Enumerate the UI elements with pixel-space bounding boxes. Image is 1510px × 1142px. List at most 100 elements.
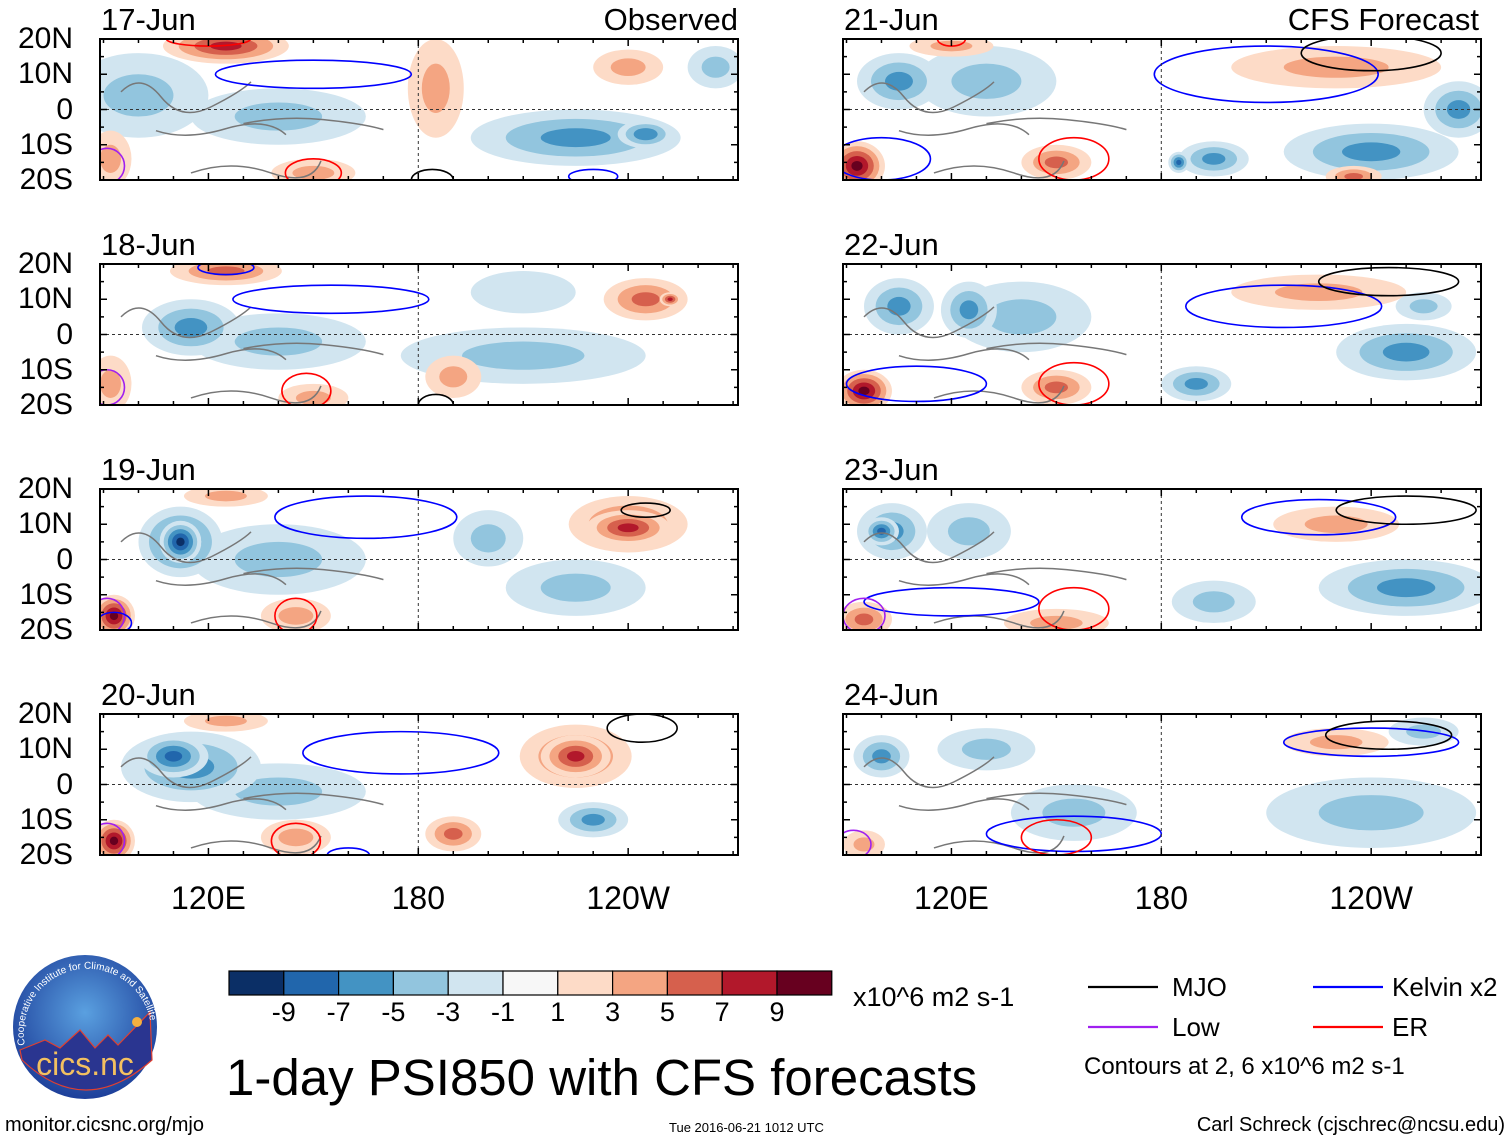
anomaly-contour-fill	[1044, 381, 1069, 394]
anomaly-contour-fill	[951, 63, 1022, 99]
lon-label: 180	[1134, 880, 1188, 916]
colorbar-swatch	[392, 970, 449, 996]
lat-label: 0	[56, 317, 73, 351]
map-panel-20-Jun	[99, 713, 739, 856]
lat-label: 10S	[19, 352, 73, 386]
er-contour	[270, 822, 322, 855]
anomaly-contour-fill	[278, 607, 314, 625]
lat-label: 0	[56, 767, 73, 801]
kelvin-contour	[985, 815, 1163, 853]
er-contour	[274, 597, 318, 630]
legend-kelvin-label: Kelvin x2	[1392, 972, 1498, 1002]
lat-label: 10S	[19, 577, 73, 611]
lat-label: 20S	[19, 838, 73, 871]
anomaly-contour-fill	[1283, 56, 1389, 78]
observed-label: Observed	[603, 2, 738, 37]
anomaly-contour-fill	[1044, 156, 1069, 169]
anomaly-contour-fill	[234, 327, 323, 356]
mjo-contour	[606, 714, 678, 743]
anomaly-contour-fill	[566, 751, 585, 762]
colorbar-swatch	[283, 970, 340, 996]
colorbar-tick-label: -5	[381, 997, 406, 1027]
anomaly-contour-fill	[858, 386, 870, 396]
low-contour	[100, 147, 126, 180]
low-contour	[843, 597, 886, 630]
colorbar-swatch	[611, 970, 668, 996]
anomaly-contour-fill	[204, 715, 247, 727]
coastline	[863, 756, 1127, 854]
anomaly-contour-fill	[1409, 299, 1438, 314]
timestamp: Tue 2016-06-21 1012 UTC	[669, 1120, 824, 1135]
legend-low-label: Low	[1172, 1012, 1220, 1042]
colorbar-tick-label: -9	[271, 997, 296, 1027]
lat-label: 20S	[19, 388, 73, 421]
cfs-forecast-label: CFS Forecast	[1287, 2, 1479, 37]
panel-date-label: 17-Jun	[101, 2, 196, 37]
colorbar-swatch	[502, 970, 559, 996]
anomaly-field	[100, 489, 738, 630]
anomaly-contour-fill	[174, 318, 208, 337]
figure-title: 1-day PSI850 with CFS forecasts	[226, 1049, 978, 1106]
anomaly-contour-fill	[1446, 100, 1471, 119]
panel-date-label: 18-Jun	[101, 227, 196, 262]
anomaly-contour-fill	[164, 751, 183, 762]
lat-label: 10S	[19, 127, 73, 161]
colorbar-swatch	[721, 970, 778, 996]
mjo-contour	[410, 168, 455, 180]
map-panel-21-Jun	[842, 38, 1482, 181]
anomaly-contour-fill	[470, 524, 506, 553]
panel-date-label: 24-Jun	[844, 677, 939, 712]
panel-date-label: 22-Jun	[844, 227, 939, 262]
anomaly-field	[843, 489, 1481, 630]
kelvin-contour	[567, 168, 619, 180]
anomaly-contour-fill	[234, 102, 323, 131]
anomaly-contour-fill	[421, 63, 450, 114]
anomaly-contour-fill	[176, 537, 185, 547]
kelvin-contour	[100, 611, 133, 630]
anomaly-contour-fill	[1176, 159, 1182, 166]
kelvin-contour	[1282, 727, 1460, 758]
lat-label: 20N	[17, 247, 73, 280]
mjo-contour	[1335, 495, 1477, 526]
er-contour	[284, 158, 343, 180]
anomaly-contour-fill	[234, 541, 323, 578]
colorbar-swatch	[338, 970, 395, 996]
anomaly-contour-fill	[631, 292, 660, 307]
low-contour	[100, 822, 126, 855]
colorbar-swatch	[228, 970, 285, 996]
anomaly-field	[100, 714, 738, 855]
colorbar-tick-label: -3	[436, 997, 461, 1027]
lat-label: 0	[56, 92, 73, 126]
kelvin-contour	[302, 730, 500, 775]
kelvin-contour	[1153, 45, 1379, 104]
colorbar-tick-label: 5	[659, 997, 675, 1027]
anomaly-contour-fill	[667, 297, 673, 302]
colorbar-tick-label: -1	[490, 997, 516, 1027]
lon-label: 120W	[1329, 880, 1413, 916]
kelvin-contour	[232, 284, 430, 315]
coastline	[120, 756, 384, 854]
anomaly-contour-fill	[959, 300, 979, 320]
anomaly-contour-fill	[100, 144, 121, 173]
anomaly-contour-fill	[278, 828, 314, 847]
anomaly-contour-fill	[462, 341, 585, 370]
coastline	[863, 306, 1127, 404]
er-contour	[1038, 361, 1110, 405]
lon-label: 120E	[914, 880, 989, 916]
colorbar-swatch	[666, 970, 723, 996]
colorbar-units: x10^6 m2 s-1	[853, 982, 1015, 1012]
anomaly-contour-fill	[540, 573, 611, 602]
mjo-contour	[1324, 720, 1453, 751]
anomaly-contour-fill	[1382, 342, 1430, 362]
low-contour	[843, 829, 872, 855]
anomaly-contour-fill	[853, 837, 875, 852]
anomaly-contour-fill	[961, 738, 1011, 760]
er-contour	[281, 372, 332, 405]
kelvin-contour	[214, 59, 413, 90]
anomaly-contour-fill	[851, 160, 863, 171]
source-url[interactable]: monitor.cicsnc.org/mjo	[5, 1114, 204, 1136]
anomaly-contour-fill	[1344, 172, 1364, 180]
lat-label: 10N	[17, 507, 73, 541]
